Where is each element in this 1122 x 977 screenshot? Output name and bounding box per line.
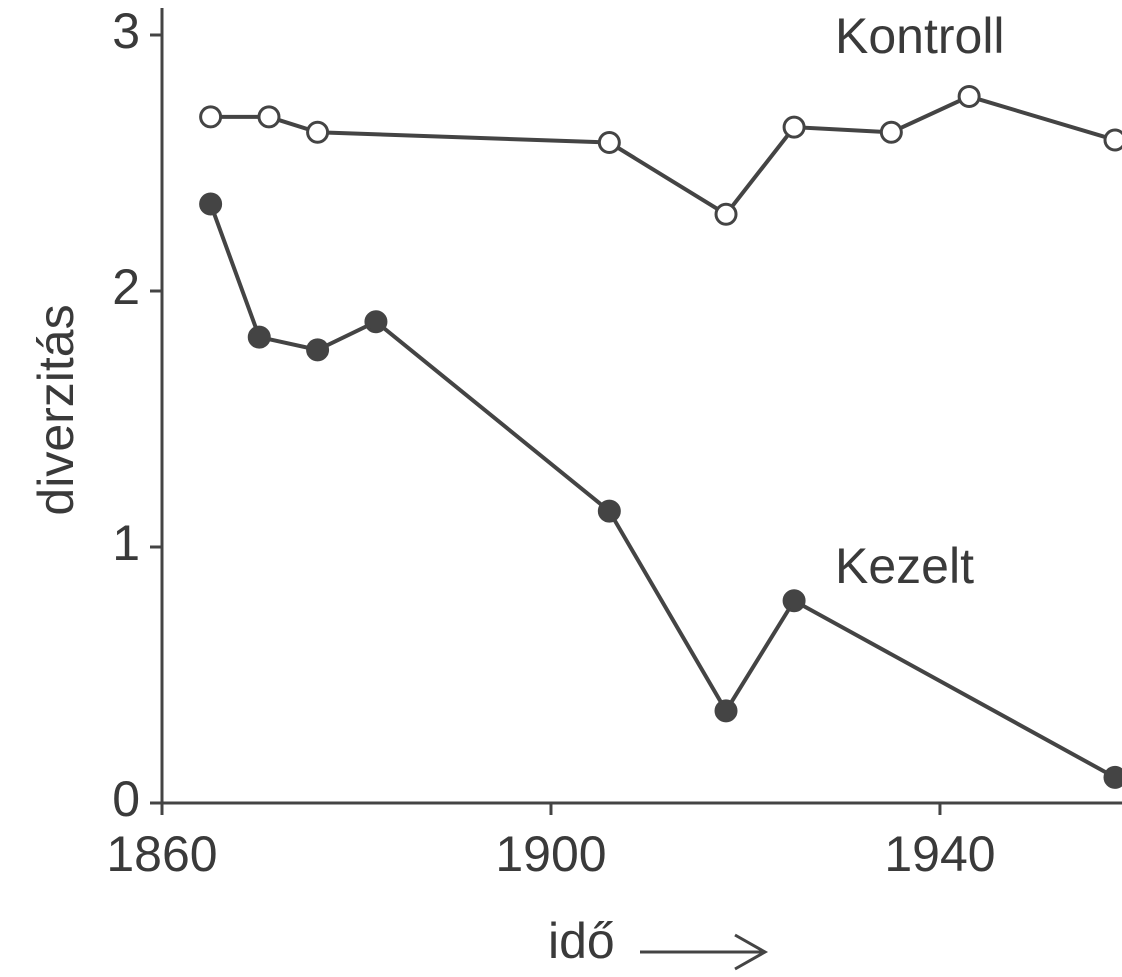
y-axis-label: diverzitás — [28, 304, 84, 515]
y-tick-label: 3 — [112, 3, 140, 59]
series-label: Kontroll — [835, 8, 1005, 64]
line — [208, 203, 1116, 780]
x-tick-label: 1860 — [106, 826, 217, 882]
y-tick-label: 1 — [112, 515, 140, 571]
point — [364, 310, 388, 334]
point — [1103, 765, 1122, 789]
point — [714, 202, 738, 226]
line — [210, 94, 1116, 217]
point — [782, 589, 806, 613]
x-arrow — [640, 933, 769, 971]
point — [597, 131, 621, 155]
point — [199, 192, 223, 216]
arrow-head — [734, 933, 769, 971]
point — [1103, 128, 1122, 152]
point — [879, 120, 903, 144]
x-tick-label: 1900 — [495, 826, 606, 882]
point — [714, 699, 738, 723]
point — [597, 499, 621, 523]
x-axis-label: idő — [548, 913, 615, 969]
point — [199, 105, 223, 129]
point — [782, 115, 806, 139]
point — [306, 120, 330, 144]
point — [257, 105, 281, 129]
point — [306, 338, 330, 362]
y-tick-label: 2 — [112, 259, 140, 315]
x-tick-label: 1940 — [884, 826, 995, 882]
y-tick-label: 0 — [112, 771, 140, 827]
point — [247, 325, 271, 349]
point — [957, 84, 981, 108]
series-label: Kezelt — [835, 538, 974, 594]
